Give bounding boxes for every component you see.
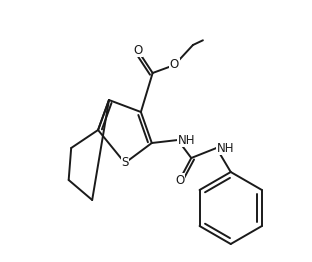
Text: O: O [175, 173, 184, 187]
Text: O: O [133, 43, 142, 57]
Text: O: O [170, 58, 179, 72]
Text: NH: NH [217, 141, 234, 155]
Text: S: S [121, 156, 129, 170]
Text: NH: NH [178, 134, 195, 146]
